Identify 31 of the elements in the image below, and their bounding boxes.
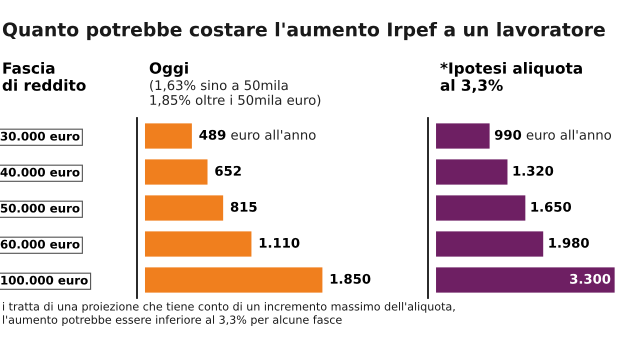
data-label: 815 [230,202,257,212]
chart-title: *Ipotesi aliquota al 3,3% [440,62,582,93]
bar [436,267,615,293]
chart-subtitle: (1,63% sino a 50mila 1,85% oltre i 50mila euro) [150,80,320,107]
bar [436,123,490,149]
bar [144,123,192,149]
bar [144,267,322,293]
y-tick-label: 30.000 euro [0,132,80,141]
data-label: 1.980 [549,238,589,248]
y-axis-title: Fascia di reddito [2,62,86,91]
bar [144,195,224,221]
y-tick-label: 50.000 euro [0,204,80,213]
bar [436,195,526,221]
data-label: 990 euro all'anno [494,130,612,140]
text: Quanto potrebbe costare l'aumento Irpef a un lavoratore [2,22,605,40]
data-label: 1.110 [260,238,300,248]
y-tick-label: 100.000 euro [1,276,88,285]
bar [436,159,508,185]
text: i tratta di una proiezione che tiene conto di un incremento massimo dell'aliquota, l'aumento potrebbe essere inferiore al 3,3% per alcune fasce [3,302,455,326]
bar [144,231,252,257]
data-label: 1.850 [330,274,370,284]
bar [436,231,544,257]
data-label: 1.320 [514,166,554,176]
data-label: 489 euro all'anno [199,130,316,140]
bar [144,159,208,185]
data-label: 652 [215,166,241,176]
y-tick-label: 40.000 euro [0,168,80,177]
chart-title: Oggi [150,62,188,77]
data-label: 1.650 [531,202,572,212]
data-label: 3.300 [570,274,610,284]
y-tick-label: 60.000 euro [0,240,80,249]
